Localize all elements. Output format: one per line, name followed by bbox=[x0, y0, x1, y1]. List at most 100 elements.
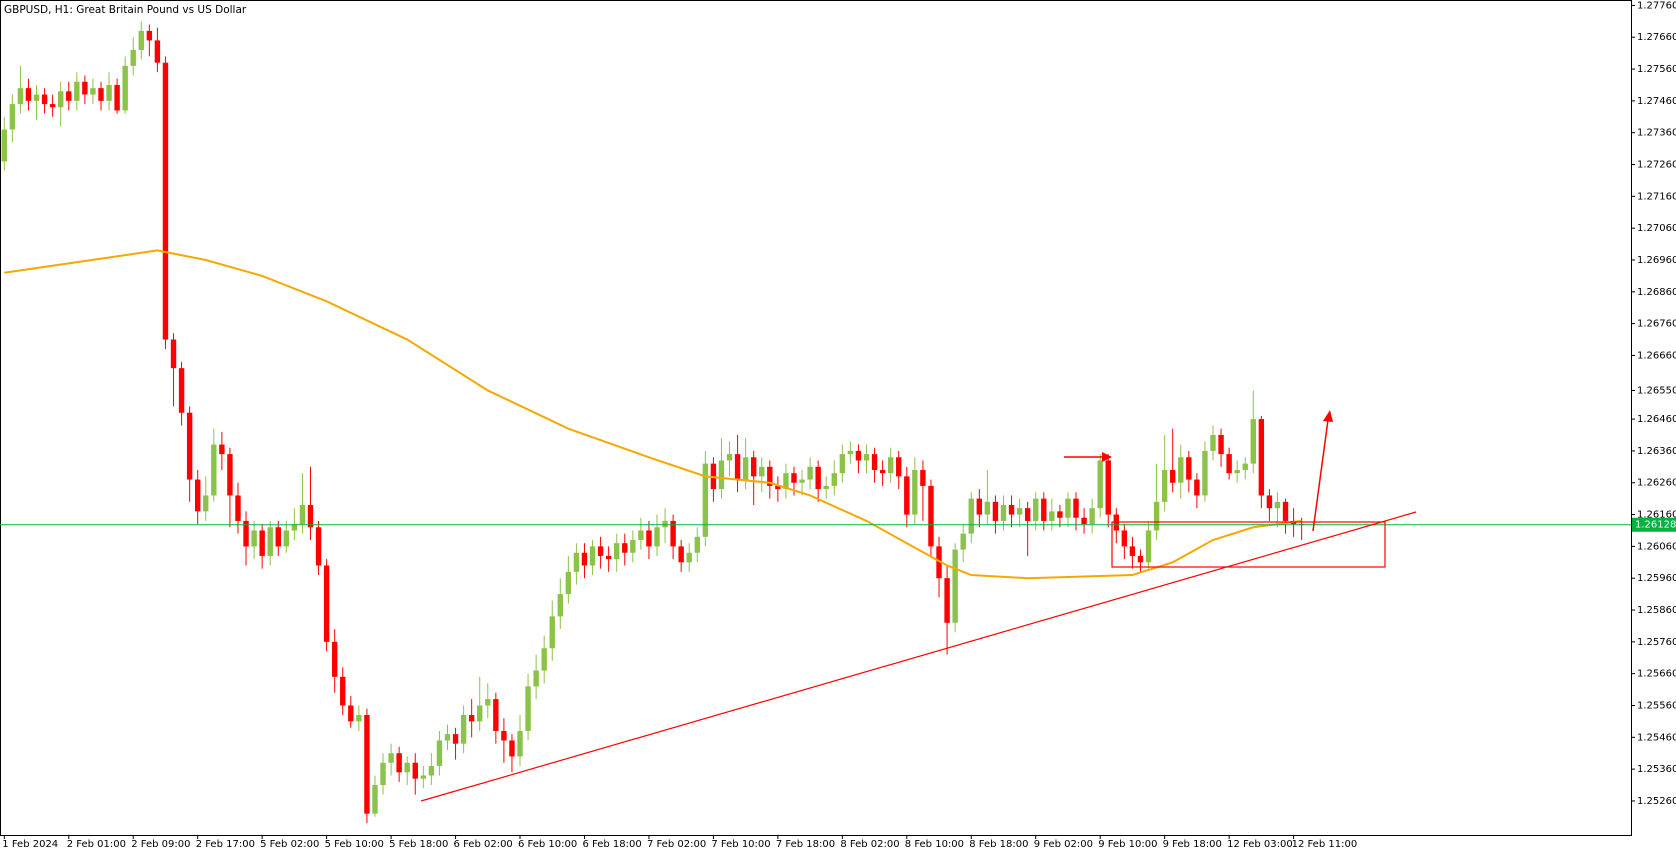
candle-body bbox=[275, 527, 281, 547]
y-tick-label: 1.26160 bbox=[1637, 510, 1676, 521]
candle-body bbox=[259, 530, 265, 556]
candle-body bbox=[1, 129, 7, 162]
candle-body bbox=[299, 505, 306, 525]
candle-body bbox=[517, 730, 523, 757]
candle-body bbox=[33, 94, 40, 101]
candle-body bbox=[412, 762, 418, 779]
y-tick-label: 1.27260 bbox=[1637, 160, 1676, 171]
moving-average bbox=[4, 249, 1302, 580]
candle-body bbox=[807, 466, 813, 480]
candle-body bbox=[25, 88, 32, 101]
candle-body bbox=[331, 641, 338, 677]
plot-frame bbox=[0, 0, 1632, 836]
candle-body bbox=[742, 457, 749, 480]
candle-body bbox=[170, 339, 177, 369]
candle-body bbox=[1242, 463, 1248, 471]
candle-body bbox=[1170, 470, 1176, 483]
candle-body bbox=[936, 546, 942, 579]
x-tick-label: 9 Feb 10:00 bbox=[1098, 839, 1157, 850]
candle-body bbox=[493, 699, 499, 731]
candle-body bbox=[1073, 498, 1079, 518]
candle-body bbox=[1266, 495, 1273, 509]
x-tick-label: 7 Feb 10:00 bbox=[711, 839, 770, 850]
y-tick-label: 1.25860 bbox=[1637, 605, 1676, 616]
x-tick-label: 6 Feb 02:00 bbox=[454, 839, 513, 850]
candle-body bbox=[928, 485, 934, 547]
y-tick-label: 1.26760 bbox=[1637, 319, 1676, 330]
candle-body bbox=[396, 753, 402, 773]
candle-body bbox=[509, 740, 515, 757]
candle-body bbox=[452, 734, 459, 744]
candle-body bbox=[444, 734, 451, 741]
drawings bbox=[420, 410, 1417, 802]
x-tick-label: 5 Feb 18:00 bbox=[389, 839, 448, 850]
candle-body bbox=[750, 457, 757, 477]
candle-body bbox=[388, 753, 394, 763]
candle-body bbox=[1274, 501, 1281, 509]
x-tick-label: 6 Feb 18:00 bbox=[582, 839, 641, 850]
candle-body bbox=[767, 466, 773, 486]
candle-body bbox=[863, 454, 870, 461]
arrow-up bbox=[1312, 419, 1329, 532]
candle-body bbox=[154, 40, 161, 63]
candle-body bbox=[130, 49, 136, 66]
candle-body bbox=[984, 501, 991, 515]
candle-body bbox=[372, 785, 378, 814]
candle-body bbox=[759, 466, 765, 477]
y-tick-label: 1.27660 bbox=[1637, 32, 1676, 43]
candle-body bbox=[460, 715, 467, 744]
candle-body bbox=[340, 676, 346, 706]
candle-body bbox=[219, 444, 225, 455]
x-tick-label: 2 Feb 01:00 bbox=[67, 839, 126, 850]
candle-body bbox=[678, 546, 684, 563]
candle-body bbox=[1178, 457, 1184, 483]
candle-body bbox=[904, 476, 910, 515]
candle-body bbox=[404, 762, 410, 773]
x-tick-label: 6 Feb 10:00 bbox=[518, 839, 577, 850]
candle-body bbox=[1194, 479, 1200, 496]
candle-body bbox=[887, 457, 894, 474]
candle-body bbox=[380, 762, 386, 786]
candle-body bbox=[1210, 435, 1216, 451]
candle-body bbox=[1218, 435, 1224, 455]
y-tick-label: 1.27460 bbox=[1637, 96, 1676, 107]
candle-body bbox=[307, 505, 314, 528]
candle-body bbox=[815, 466, 821, 490]
candle-body bbox=[670, 520, 676, 547]
zone-rectangle bbox=[1111, 521, 1386, 568]
y-tick-label: 1.26060 bbox=[1637, 541, 1676, 552]
x-tick-label: 7 Feb 18:00 bbox=[776, 839, 835, 850]
x-tick-label: 2 Feb 17:00 bbox=[196, 839, 255, 850]
candle-body bbox=[783, 473, 789, 490]
x-tick-label: 9 Feb 18:00 bbox=[1163, 839, 1222, 850]
candle-body bbox=[420, 775, 427, 779]
current-price-box bbox=[1632, 517, 1676, 532]
candle-body bbox=[1057, 511, 1063, 518]
y-tick-label: 1.25360 bbox=[1637, 764, 1676, 775]
candle-body bbox=[654, 527, 660, 547]
candle-body bbox=[622, 543, 628, 553]
candle-body bbox=[348, 705, 354, 722]
candle-body bbox=[106, 84, 112, 101]
candle-body bbox=[1258, 419, 1265, 496]
candle-body bbox=[1016, 508, 1023, 515]
y-tick-label: 1.25460 bbox=[1637, 732, 1676, 743]
candle-body bbox=[686, 552, 692, 563]
y-tick-label: 1.27160 bbox=[1637, 191, 1676, 202]
arrow-up-head bbox=[1323, 410, 1333, 422]
candle-body bbox=[525, 686, 531, 731]
candle-body bbox=[283, 530, 290, 547]
current-price-label: 1.26128 bbox=[1635, 520, 1676, 531]
candle-body bbox=[58, 91, 64, 108]
candle-body bbox=[694, 536, 700, 553]
candle-body bbox=[1008, 505, 1015, 515]
x-tick-label: 12 Feb 03:00 bbox=[1227, 839, 1293, 850]
candle-body bbox=[944, 578, 950, 623]
candle-body bbox=[614, 543, 620, 560]
candle-body bbox=[82, 81, 88, 95]
y-tick-label: 1.26860 bbox=[1637, 287, 1676, 298]
candle-body bbox=[66, 91, 72, 101]
candle-body bbox=[138, 30, 144, 50]
candle-body bbox=[581, 552, 588, 566]
